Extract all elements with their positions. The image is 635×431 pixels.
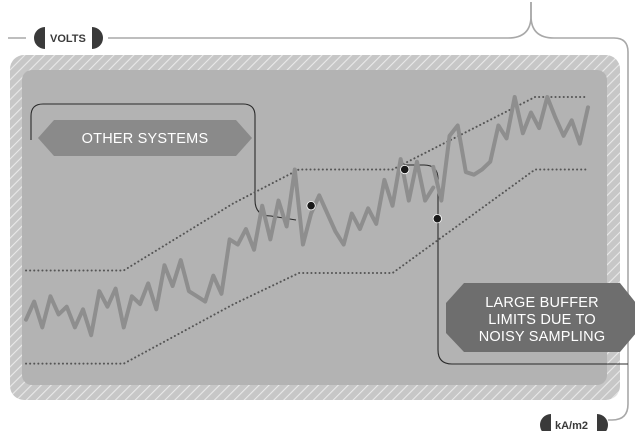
y-axis-tab: VOLTS <box>34 27 103 49</box>
x-axis-label: kA/m2 <box>555 420 588 431</box>
half-circle-tab-icon <box>34 27 45 49</box>
marker-point-3 <box>433 214 441 222</box>
x-axis-tab: kA/m2 <box>540 414 608 431</box>
y-axis-label: VOLTS <box>50 33 86 45</box>
callout-other-systems: OTHER SYSTEMS <box>38 120 252 156</box>
marker-point-2 <box>401 165 409 173</box>
callout-large-buffer: LARGE BUFFER LIMITS DUE TO NOISY SAMPLING <box>446 283 635 352</box>
half-circle-tab-icon <box>597 414 608 431</box>
callout-large-buffer-text: LARGE BUFFER LIMITS DUE TO NOISY SAMPLING <box>479 295 606 345</box>
marker-point-1 <box>307 202 315 210</box>
half-circle-tab-icon <box>92 27 103 49</box>
half-circle-tab-icon <box>540 414 551 431</box>
callout-other-systems-text: OTHER SYSTEMS <box>82 131 209 147</box>
